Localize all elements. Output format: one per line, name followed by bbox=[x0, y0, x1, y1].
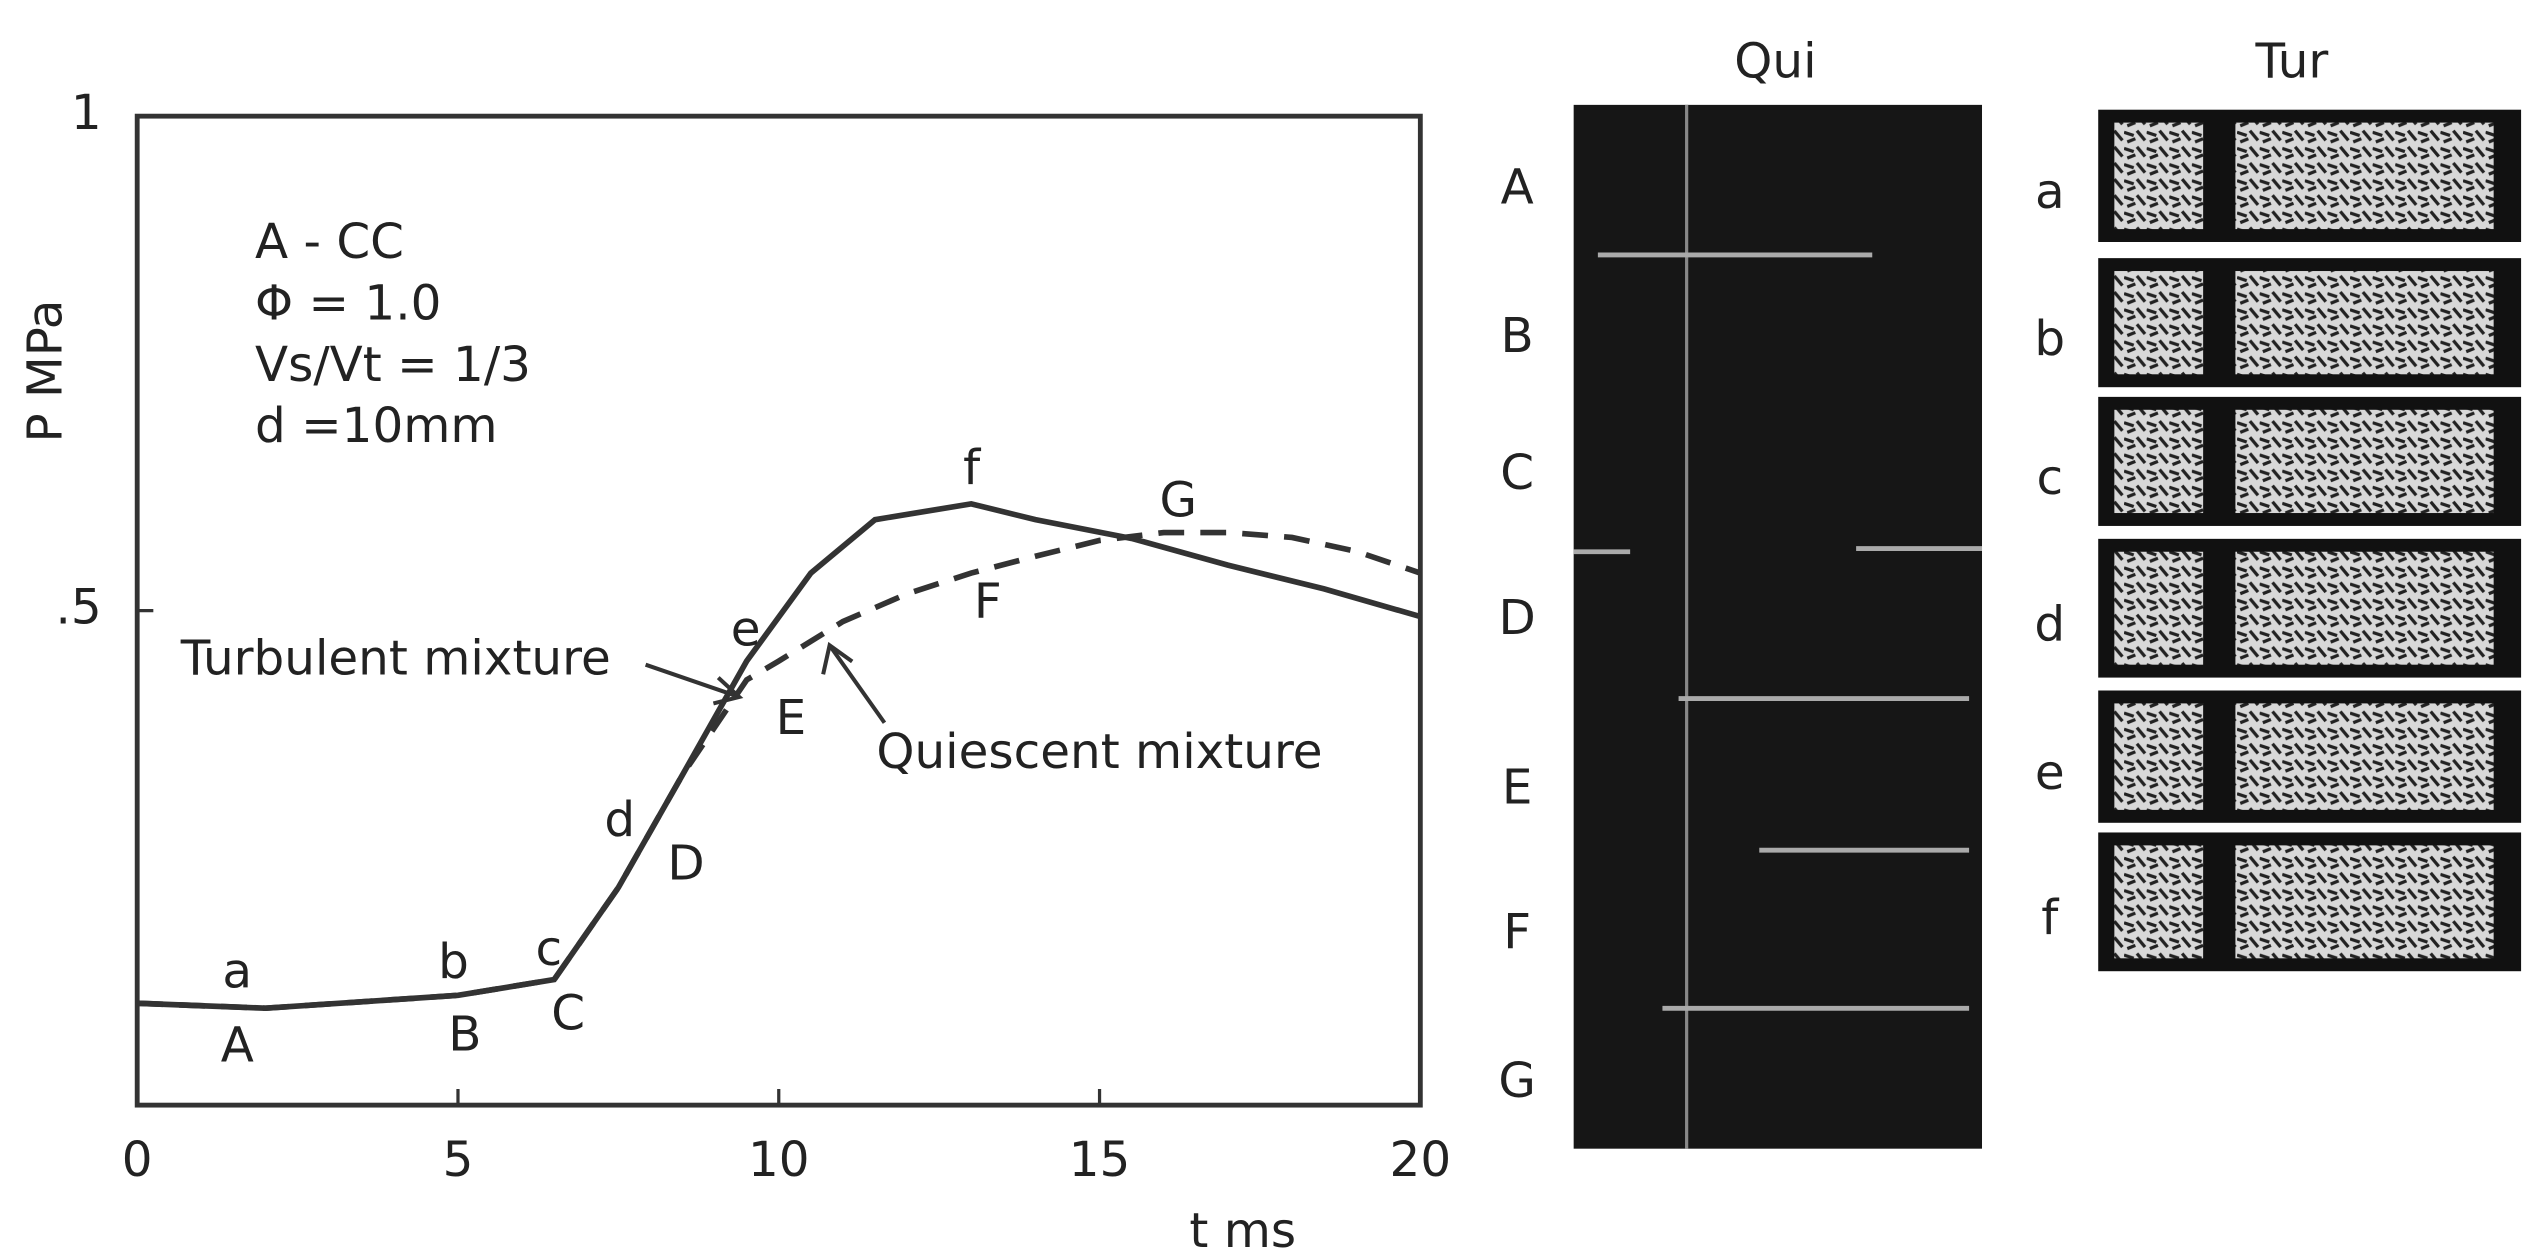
point-label: G bbox=[1159, 472, 1197, 528]
photo-window bbox=[2114, 551, 2204, 665]
photo-label: a bbox=[2035, 164, 2065, 220]
photo-window bbox=[2235, 551, 2494, 665]
photo-label: D bbox=[1499, 590, 1536, 646]
photo-label: A bbox=[1501, 159, 1534, 215]
y-tick-label: .5 bbox=[56, 580, 102, 636]
point-label: f bbox=[963, 440, 981, 496]
point-label: d bbox=[604, 792, 635, 848]
photo-streaks bbox=[1573, 252, 1983, 1011]
photo-label: f bbox=[2041, 890, 2059, 946]
photo-label: B bbox=[1501, 308, 1534, 364]
arrow bbox=[821, 641, 887, 724]
photo-window bbox=[2114, 409, 2204, 514]
photo-title: Tur bbox=[2254, 34, 2328, 90]
point-label: D bbox=[667, 835, 704, 891]
condition-text: d =10mm bbox=[255, 398, 498, 454]
photo-label: F bbox=[1503, 905, 1531, 961]
x-tick-label: 20 bbox=[1390, 1132, 1452, 1188]
y-axis-label: P MPa bbox=[17, 300, 73, 443]
series-label: Quiescent mixture bbox=[876, 724, 1322, 780]
photo-label: e bbox=[2035, 745, 2065, 801]
point-label: c bbox=[535, 921, 562, 977]
photo-label: E bbox=[1502, 760, 1533, 816]
photo-title: Qui bbox=[1734, 34, 1816, 90]
point-label: C bbox=[551, 985, 585, 1041]
x-axis-label: t ms bbox=[1189, 1203, 1296, 1259]
series-label: Turbulent mixture bbox=[180, 630, 611, 686]
x-tick-label: 0 bbox=[122, 1132, 153, 1188]
photo-window bbox=[2235, 845, 2494, 959]
photo-window bbox=[2235, 271, 2494, 375]
condition-text: Vs/Vt = 1/3 bbox=[255, 337, 531, 393]
photo-label: d bbox=[2034, 597, 2065, 653]
photo-label: C bbox=[1500, 445, 1534, 501]
point-label: A bbox=[221, 1018, 254, 1074]
photo-label: b bbox=[2034, 311, 2065, 367]
x-tick-label: 5 bbox=[443, 1132, 474, 1188]
photo-window bbox=[2114, 122, 2204, 230]
photo-window bbox=[2235, 703, 2494, 810]
photo-label: G bbox=[1498, 1053, 1536, 1109]
point-label: F bbox=[974, 574, 1002, 630]
photo-window bbox=[2235, 122, 2494, 230]
photo-strip bbox=[1573, 104, 1983, 1149]
point-label: B bbox=[448, 1006, 481, 1062]
condition-text: Φ = 1.0 bbox=[255, 276, 441, 332]
y-tick-label: 1 bbox=[71, 85, 102, 141]
point-label: E bbox=[776, 690, 807, 746]
point-label: b bbox=[438, 934, 469, 990]
photo-window bbox=[2235, 409, 2494, 514]
x-tick-label: 15 bbox=[1069, 1132, 1131, 1188]
photo-label: c bbox=[2036, 450, 2063, 506]
series-line bbox=[137, 529, 1422, 1012]
point-label: e bbox=[731, 601, 761, 657]
photo-window bbox=[2114, 703, 2204, 810]
condition-text: A - CC bbox=[255, 214, 404, 270]
photo-window bbox=[2114, 845, 2204, 959]
photo-window bbox=[2114, 271, 2204, 375]
x-tick-label: 10 bbox=[748, 1132, 810, 1188]
point-label: a bbox=[222, 943, 252, 999]
